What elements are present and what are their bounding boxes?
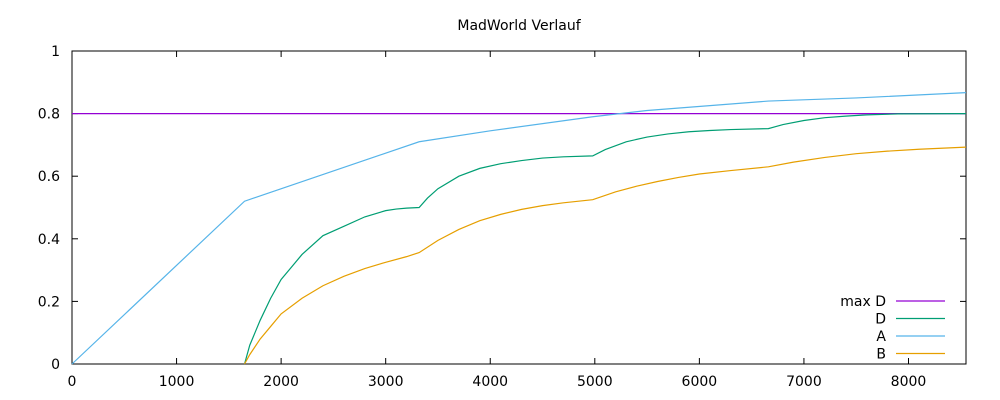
x-tick-label: 8000 bbox=[891, 374, 927, 390]
x-tick-label: 1000 bbox=[159, 374, 195, 390]
chart-title: MadWorld Verlauf bbox=[457, 18, 581, 34]
x-tick-label: 2000 bbox=[263, 374, 299, 390]
series-line-a bbox=[71, 92, 967, 365]
y-tick-label: 1 bbox=[51, 44, 60, 60]
x-tick-label: 6000 bbox=[682, 374, 718, 390]
y-tick-label: 0.8 bbox=[38, 107, 60, 123]
x-tick-label: 4000 bbox=[472, 374, 508, 390]
x-tick-label: 3000 bbox=[368, 374, 404, 390]
series-line-d bbox=[243, 113, 967, 365]
x-tick-label: 0 bbox=[68, 374, 77, 390]
x-tick-label: 7000 bbox=[786, 374, 822, 390]
series-line-b bbox=[244, 146, 967, 365]
y-tick-label: 0.2 bbox=[38, 294, 60, 310]
legend-label-a: A bbox=[876, 329, 886, 345]
legend-label-max-d: max D bbox=[840, 294, 886, 310]
legend: max D DAB bbox=[840, 294, 945, 363]
y-tick-label: 0 bbox=[51, 357, 60, 373]
y-tick-label: 0.4 bbox=[38, 232, 60, 248]
legend-label-b: B bbox=[876, 347, 886, 363]
legend-label-d: D bbox=[875, 312, 886, 328]
y-tick-label: 0.6 bbox=[38, 169, 60, 185]
x-tick-label: 5000 bbox=[577, 374, 613, 390]
series-group bbox=[71, 92, 967, 365]
plot-frame bbox=[71, 50, 967, 365]
axes: 0 1000 2000 3000 4000 5000 6000 7000 8000 0 0.2 0.4… bbox=[38, 44, 967, 390]
